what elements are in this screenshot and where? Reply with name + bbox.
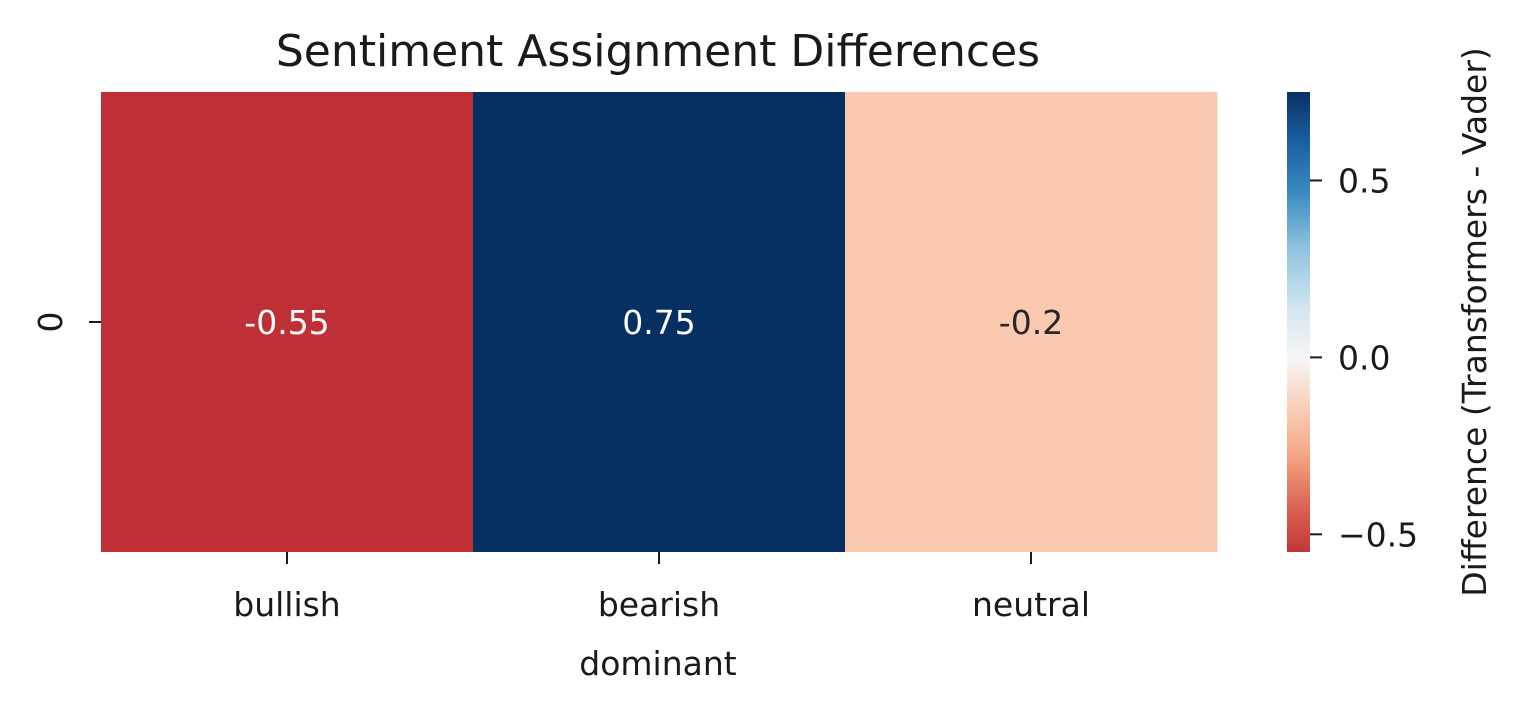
colorbar-label: Difference (Transformers - Vader): [1455, 47, 1494, 597]
cell-value-label: 0.75: [622, 303, 695, 342]
colorbar: [1287, 92, 1310, 552]
cell-value-label: -0.55: [244, 303, 329, 342]
x-tick-label: bullish: [233, 585, 340, 624]
colorbar-tick-label: 0.0: [1338, 338, 1390, 377]
y-axis: 0: [31, 312, 101, 333]
chart-title: Sentiment Assignment Differences: [276, 26, 1040, 77]
colorbar-ticks: 0.5 0.0 −0.5: [1310, 161, 1418, 554]
x-tick-label: bearish: [598, 585, 720, 624]
colorbar-tick-label: −0.5: [1338, 515, 1418, 554]
y-tick-label: 0: [31, 312, 70, 333]
x-tick-label: neutral: [972, 585, 1090, 624]
heatmap-cell-neutral: [845, 92, 1218, 552]
x-axis-label: dominant: [579, 644, 737, 683]
x-axis: bullish bearish neutral: [233, 552, 1090, 624]
cell-value-label: -0.2: [999, 303, 1063, 342]
colorbar-tick-label: 0.5: [1338, 161, 1390, 200]
heatmap-cell-bearish: [473, 92, 846, 552]
heatmap-cell-bullish: [101, 92, 474, 552]
heatmap-cells: -0.55 0.75 -0.2: [101, 92, 1218, 552]
